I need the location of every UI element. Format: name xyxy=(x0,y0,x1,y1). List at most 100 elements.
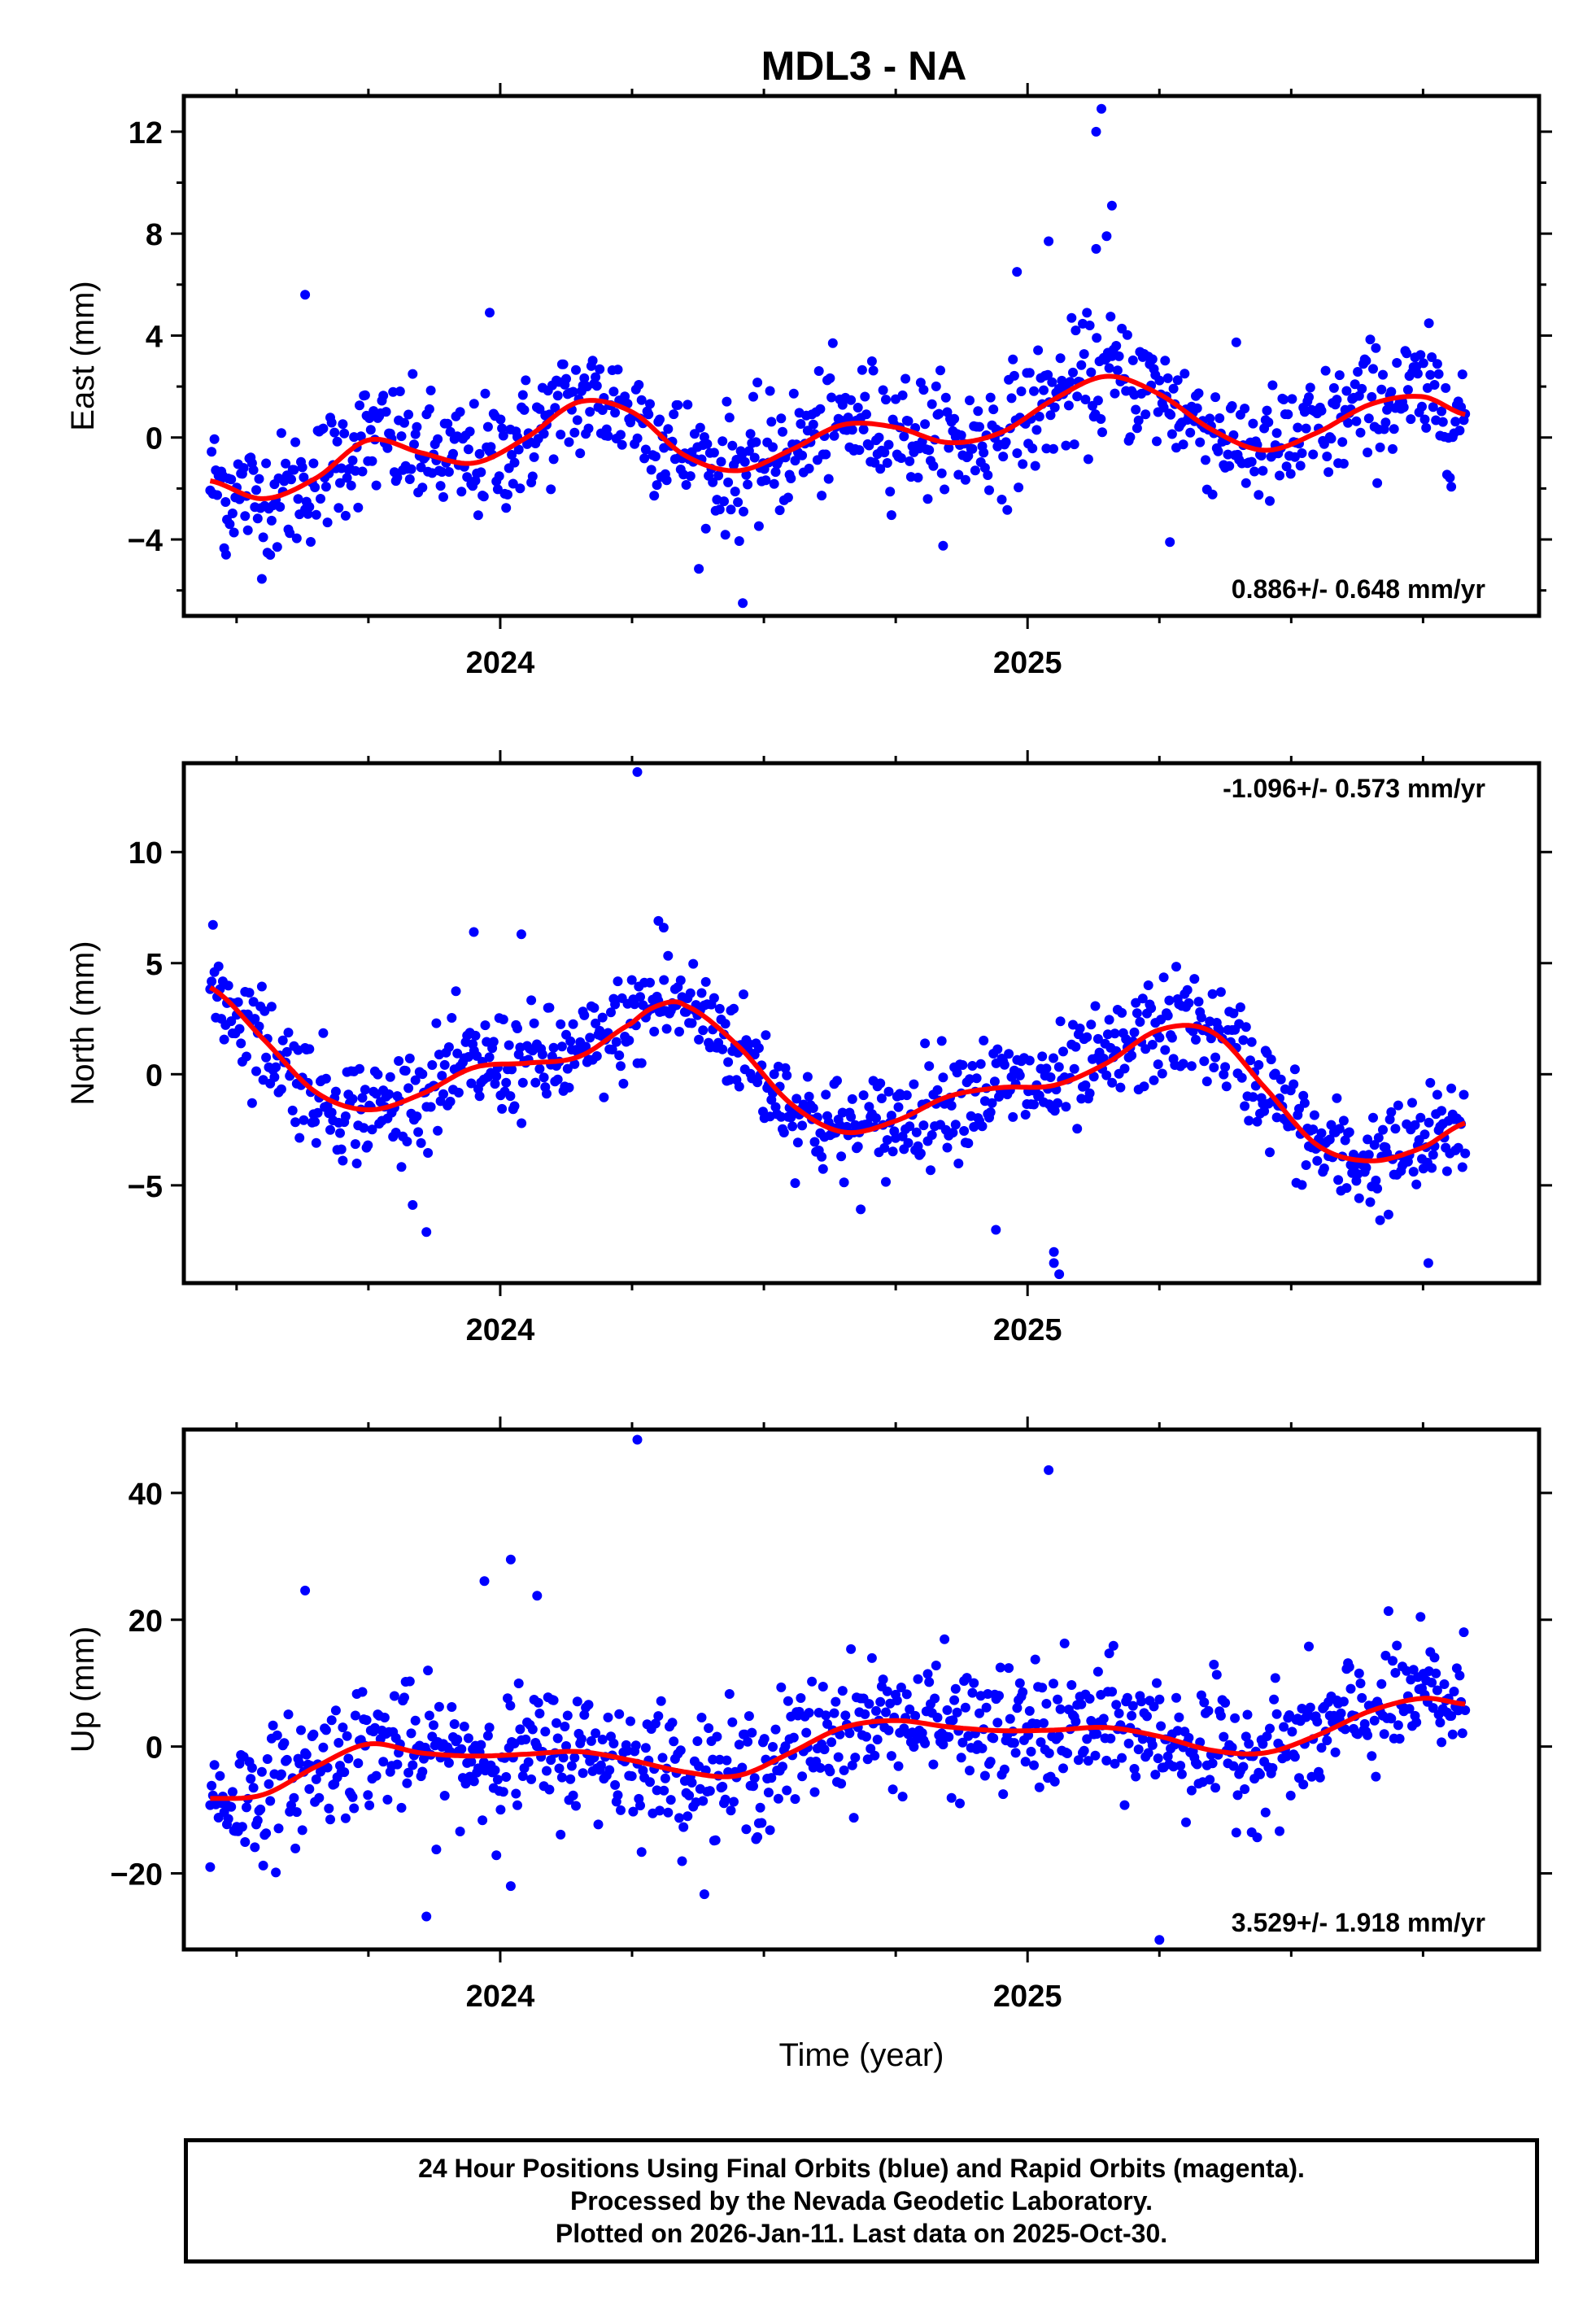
data-point xyxy=(979,463,990,473)
data-point xyxy=(1020,1110,1031,1120)
data-point xyxy=(318,1028,329,1038)
data-point xyxy=(808,1103,818,1113)
data-point xyxy=(591,1018,601,1028)
data-point xyxy=(579,1709,590,1720)
data-point xyxy=(469,399,479,409)
data-point xyxy=(1066,312,1077,323)
data-point xyxy=(681,480,691,490)
data-point xyxy=(821,1710,831,1721)
data-point xyxy=(477,1815,488,1826)
data-point xyxy=(1228,1761,1239,1771)
data-point xyxy=(1376,1679,1387,1689)
data-point xyxy=(1012,1703,1023,1713)
data-point xyxy=(1392,1640,1402,1651)
data-point xyxy=(791,1094,802,1104)
data-point xyxy=(1127,1710,1137,1721)
data-point xyxy=(542,1089,552,1099)
data-point xyxy=(853,403,863,413)
data-point xyxy=(696,1713,707,1722)
data-point xyxy=(431,1018,442,1028)
data-point xyxy=(1367,391,1377,402)
data-point xyxy=(1371,343,1381,353)
data-point xyxy=(1080,1080,1091,1090)
data-point xyxy=(1279,1722,1289,1732)
data-point xyxy=(394,1056,404,1066)
data-point xyxy=(782,1785,792,1796)
data-point xyxy=(622,1745,633,1756)
data-point xyxy=(1427,352,1437,362)
data-point xyxy=(717,436,728,447)
data-point xyxy=(290,437,301,447)
data-point xyxy=(1117,323,1127,334)
data-point xyxy=(815,1762,826,1773)
data-point xyxy=(1020,1757,1031,1767)
data-point xyxy=(1192,403,1202,413)
data-point xyxy=(1186,1061,1197,1072)
data-point xyxy=(1084,321,1095,330)
data-point xyxy=(1326,434,1337,444)
data-point xyxy=(322,1762,333,1773)
data-point xyxy=(1457,369,1467,380)
data-point xyxy=(392,472,403,482)
outlier-point xyxy=(1165,537,1175,548)
data-point xyxy=(1361,356,1371,366)
data-point xyxy=(817,491,827,501)
data-point xyxy=(578,1768,588,1779)
data-point xyxy=(979,1770,990,1781)
data-point xyxy=(1192,1759,1202,1770)
data-point xyxy=(562,1063,573,1074)
data-point xyxy=(1037,1683,1048,1693)
data-point xyxy=(1132,1008,1142,1019)
data-point xyxy=(628,1806,639,1817)
data-point xyxy=(256,574,267,584)
data-point xyxy=(975,421,984,432)
data-point xyxy=(595,1760,606,1770)
data-point xyxy=(737,1762,748,1773)
data-point xyxy=(1363,413,1374,424)
data-point xyxy=(1402,385,1413,395)
data-point xyxy=(1297,448,1307,458)
data-point xyxy=(712,1731,722,1742)
data-point xyxy=(301,1749,312,1760)
data-point xyxy=(1203,1705,1214,1716)
data-point xyxy=(617,439,627,450)
data-point xyxy=(983,1689,993,1699)
data-point xyxy=(1166,409,1176,420)
data-point xyxy=(875,1078,886,1089)
data-point xyxy=(975,1708,984,1718)
data-point xyxy=(1365,1197,1376,1207)
data-point xyxy=(1009,370,1019,381)
x-tick-label: 2025 xyxy=(993,646,1062,680)
data-point xyxy=(355,431,366,442)
data-point xyxy=(957,1737,968,1748)
data-point xyxy=(988,1733,999,1744)
data-point xyxy=(1098,1713,1109,1724)
data-point xyxy=(552,1074,563,1085)
data-point xyxy=(714,1003,725,1014)
data-point xyxy=(1275,1826,1284,1836)
data-point xyxy=(1361,1163,1371,1173)
data-point xyxy=(733,497,743,508)
data-point xyxy=(1110,1758,1120,1769)
outlier-point xyxy=(1091,243,1101,254)
data-point xyxy=(782,1070,792,1080)
data-point xyxy=(776,1682,787,1692)
data-point xyxy=(663,1807,674,1818)
data-point xyxy=(934,408,944,419)
data-point xyxy=(439,1059,450,1070)
data-point xyxy=(768,442,778,452)
data-point xyxy=(462,472,473,482)
data-point xyxy=(299,472,309,482)
data-point xyxy=(1154,1032,1165,1043)
data-point xyxy=(1432,1089,1442,1100)
data-point xyxy=(226,1801,237,1812)
data-point xyxy=(336,1144,347,1155)
rate-label: -1.096+/- 0.573 mm/yr xyxy=(1223,774,1485,803)
data-point xyxy=(1289,1752,1300,1762)
data-point xyxy=(1380,417,1391,428)
data-point xyxy=(264,1779,274,1789)
data-point xyxy=(903,1137,914,1148)
data-point xyxy=(417,1069,428,1080)
data-point xyxy=(778,426,787,437)
data-point xyxy=(572,415,582,426)
